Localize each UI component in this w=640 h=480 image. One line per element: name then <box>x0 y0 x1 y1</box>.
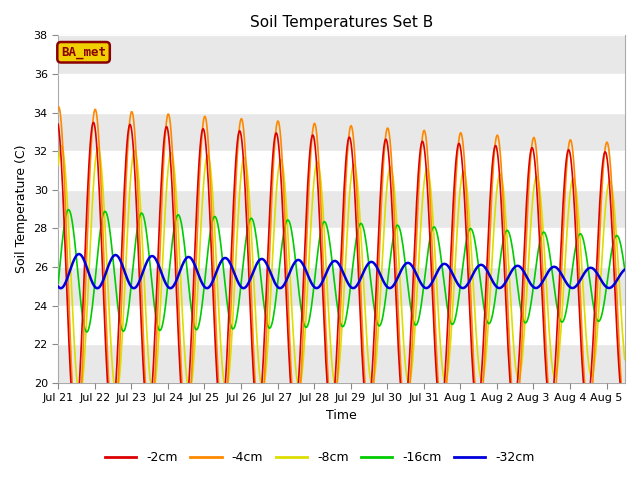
-8cm <box>462 179 470 184</box>
-2cm <box>462 230 470 236</box>
Line: -2cm: -2cm <box>58 122 625 421</box>
-4cm <box>462 189 470 194</box>
Bar <box>58 267 625 306</box>
Y-axis label: Soil Temperature (C): Soil Temperature (C) <box>15 145 28 273</box>
-32cm <box>462 283 470 289</box>
-2cm <box>621 397 628 403</box>
-8cm <box>135 181 143 187</box>
Bar <box>58 112 625 151</box>
Line: -32cm: -32cm <box>58 254 625 288</box>
-16cm <box>54 280 62 286</box>
-8cm <box>298 375 305 381</box>
-16cm <box>135 216 143 221</box>
-16cm <box>476 275 484 281</box>
-8cm <box>476 372 484 377</box>
-16cm <box>57 256 65 262</box>
-2cm <box>57 146 65 152</box>
-2cm <box>71 418 79 424</box>
-32cm <box>58 285 65 291</box>
-2cm <box>135 267 143 273</box>
-4cm <box>319 251 326 256</box>
Title: Soil Temperatures Set B: Soil Temperatures Set B <box>250 15 433 30</box>
-32cm <box>57 285 65 291</box>
Line: -8cm: -8cm <box>58 146 625 396</box>
-32cm <box>54 284 62 289</box>
-16cm <box>83 329 90 335</box>
-16cm <box>64 207 72 213</box>
-8cm <box>57 144 65 150</box>
-4cm <box>58 120 65 126</box>
-8cm <box>54 162 62 168</box>
Bar <box>58 36 625 74</box>
Bar <box>58 344 625 383</box>
-8cm <box>76 393 83 398</box>
-8cm <box>621 357 628 362</box>
Line: -4cm: -4cm <box>58 107 625 434</box>
-2cm <box>319 293 326 299</box>
-2cm <box>298 322 305 327</box>
-4cm <box>73 431 81 437</box>
-32cm <box>476 262 484 268</box>
-2cm <box>90 120 97 125</box>
-32cm <box>319 278 326 284</box>
-16cm <box>462 239 470 244</box>
Text: BA_met: BA_met <box>61 46 106 59</box>
X-axis label: Time: Time <box>326 409 357 422</box>
-32cm <box>135 279 143 285</box>
-4cm <box>135 220 143 226</box>
-4cm <box>476 414 484 420</box>
-8cm <box>58 143 65 149</box>
-2cm <box>476 392 484 397</box>
Line: -16cm: -16cm <box>58 210 625 332</box>
Bar <box>58 190 625 228</box>
-2cm <box>54 121 62 127</box>
-32cm <box>75 251 83 257</box>
-32cm <box>621 267 628 273</box>
-16cm <box>621 267 628 273</box>
-16cm <box>319 221 326 227</box>
Legend: -2cm, -4cm, -8cm, -16cm, -32cm: -2cm, -4cm, -8cm, -16cm, -32cm <box>100 446 540 469</box>
-8cm <box>319 204 326 210</box>
-4cm <box>54 104 62 110</box>
-32cm <box>298 259 305 265</box>
-16cm <box>298 309 305 314</box>
-4cm <box>621 410 628 416</box>
-4cm <box>298 365 305 371</box>
-4cm <box>55 104 63 110</box>
